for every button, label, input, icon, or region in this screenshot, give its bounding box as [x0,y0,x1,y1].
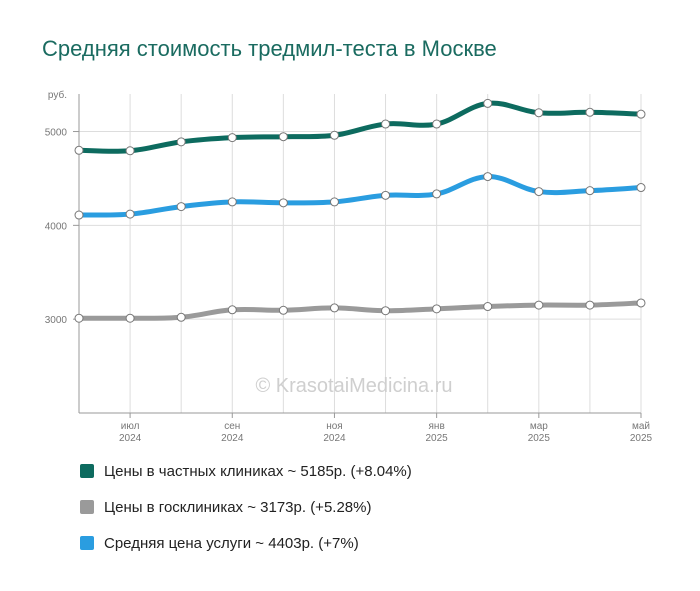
legend-item-average[interactable]: Средняя цена услуги ~ 4403р. (+7%) [80,534,412,552]
x-tick-label: мар [530,421,548,432]
legend-item-public[interactable]: Цены в госклиниках ~ 3173р. (+5.28%) [80,498,412,516]
data-point-public [432,304,442,314]
series-line-public [76,300,644,321]
data-point-public [278,305,288,315]
series-line-average [76,174,644,218]
legend-swatch [80,536,94,550]
data-point-public [176,312,186,322]
data-point-private [636,109,646,119]
data-point-average [329,197,339,207]
data-point-average [278,198,288,208]
legend-label: Цены в госклиниках ~ 3173р. (+5.28%) [104,498,372,516]
x-tick-label: июл [121,421,140,432]
y-unit-label: руб. [48,89,67,101]
data-point-private [483,98,493,108]
data-point-average [585,186,595,196]
data-point-average [381,190,391,200]
legend: Цены в частных клиниках ~ 5185р. (+8.04%… [80,462,412,570]
data-point-private [176,137,186,147]
data-point-public [227,305,237,315]
data-point-private [534,108,544,118]
data-point-private [585,107,595,117]
y-tick-label: 4000 [45,221,68,232]
data-point-private [227,133,237,143]
data-point-average [483,172,493,182]
data-point-public [534,300,544,310]
legend-swatch [80,500,94,514]
x-tick-year-label: 2025 [426,433,449,444]
series-line-private [76,100,644,154]
legend-label: Цены в частных клиниках ~ 5185р. (+8.04%… [104,462,412,480]
data-point-private [381,119,391,129]
legend-swatch [80,464,94,478]
chart-title: Средняя стоимость тредмил-теста в Москве [42,36,497,61]
data-point-public [74,313,84,323]
x-tick-label: ноя [326,421,343,432]
data-point-average [125,209,135,219]
data-point-public [483,302,493,312]
x-tick-year-label: 2025 [528,433,551,444]
data-point-average [74,210,84,220]
data-point-private [432,119,442,129]
data-point-average [176,202,186,212]
data-point-private [278,132,288,142]
chart-plot: 300040005000руб.июл2024сен2024ноя2024янв… [45,89,653,444]
x-tick-year-label: 2025 [630,433,653,444]
legend-item-private[interactable]: Цены в частных клиниках ~ 5185р. (+8.04%… [80,462,412,480]
x-tick-year-label: 2024 [323,433,346,444]
data-point-public [125,313,135,323]
watermark: © KrasotaiMedicina.ru [255,375,452,397]
y-tick-label: 5000 [45,128,68,139]
data-point-private [329,130,339,140]
x-tick-label: май [632,421,650,432]
data-point-average [432,189,442,199]
y-tick-label: 3000 [45,315,68,326]
data-point-public [585,300,595,310]
data-point-public [636,298,646,308]
data-point-private [125,146,135,156]
legend-label: Средняя цена услуги ~ 4403р. (+7%) [104,534,359,552]
x-tick-year-label: 2024 [221,433,244,444]
x-tick-label: янв [429,421,445,432]
data-point-average [227,197,237,207]
data-point-public [381,306,391,316]
data-point-average [534,187,544,197]
data-point-private [74,145,84,155]
x-tick-label: сен [224,421,240,432]
data-point-average [636,183,646,193]
x-tick-year-label: 2024 [119,433,142,444]
data-point-public [329,303,339,313]
